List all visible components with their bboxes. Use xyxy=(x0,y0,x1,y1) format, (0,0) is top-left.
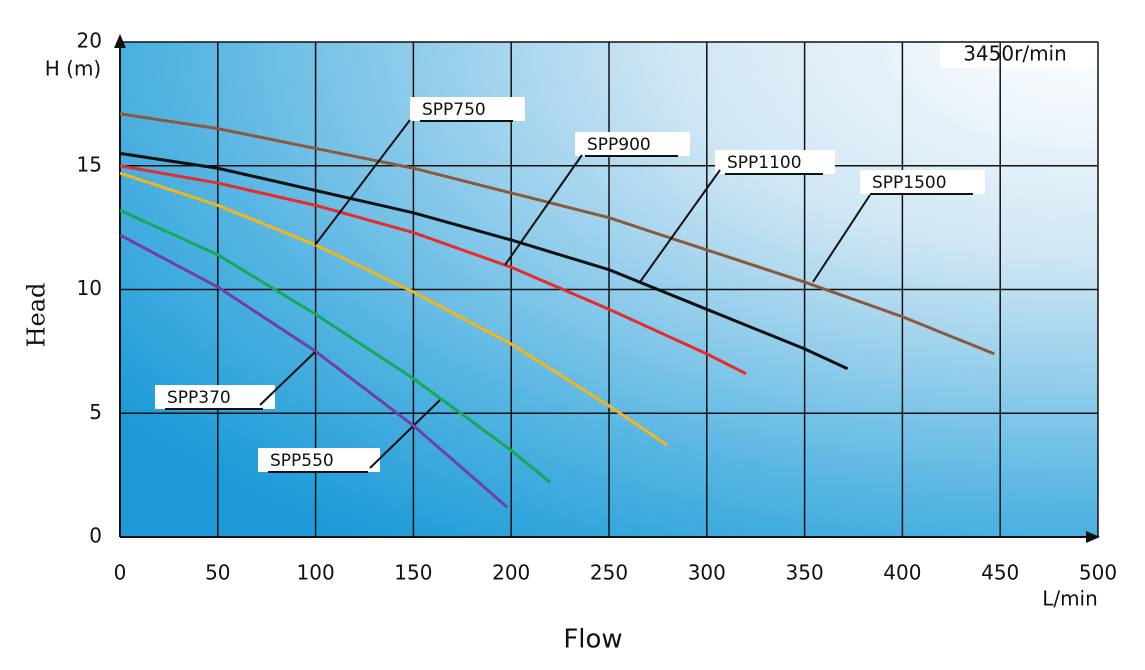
curve xyxy=(119,233,509,509)
y-axis-label: Head xyxy=(23,283,51,348)
leader-line xyxy=(812,194,871,283)
x-tick-label: 450 xyxy=(981,561,1019,585)
series-label: SPP370 xyxy=(167,388,231,408)
x-tick-label: 300 xyxy=(688,561,726,585)
x-tick-label: 50 xyxy=(205,561,230,585)
annotation-box xyxy=(940,42,1095,68)
y-tick-label: 20 xyxy=(77,29,102,53)
y-tick-label: 5 xyxy=(89,400,102,424)
label-box xyxy=(410,97,525,121)
x-axis-label: Flow xyxy=(563,625,622,655)
x-unit: L/min xyxy=(1042,587,1098,611)
leader-line xyxy=(369,399,441,469)
curve xyxy=(119,164,747,375)
x-tick-label: 150 xyxy=(394,561,432,585)
leader-line xyxy=(639,169,721,283)
x-tick-label: 350 xyxy=(786,561,824,585)
y-tick-label: 15 xyxy=(77,152,102,176)
label-box xyxy=(860,170,985,194)
x-tick-label: 200 xyxy=(492,561,530,585)
label-box xyxy=(258,448,380,472)
y-arrow xyxy=(114,34,126,48)
label-box xyxy=(155,385,275,409)
x-tick-label: 0 xyxy=(114,561,127,585)
leader-line xyxy=(259,351,316,406)
leader-line xyxy=(504,154,583,266)
curve xyxy=(119,208,552,484)
y-unit: H (m) xyxy=(45,57,101,81)
label-box xyxy=(575,132,690,156)
x-tick-label: 500 xyxy=(1079,561,1117,585)
x-tick-label: 100 xyxy=(297,561,335,585)
leader-line xyxy=(314,119,411,246)
series-label: SPP550 xyxy=(270,451,334,471)
series-label: SPP900 xyxy=(587,135,651,155)
x-tick-label: 250 xyxy=(590,561,628,585)
series-label: SPP750 xyxy=(422,100,486,120)
annotation: 3450r/min xyxy=(963,42,1067,66)
curve xyxy=(119,112,995,356)
x-tick-label: 400 xyxy=(883,561,921,585)
y-tick-label: 10 xyxy=(77,276,102,300)
series-label: SPP1500 xyxy=(872,173,947,193)
series-label: SPP1100 xyxy=(727,153,802,173)
curve xyxy=(119,151,849,371)
y-tick-label: 0 xyxy=(89,524,102,548)
curve xyxy=(119,171,669,447)
label-box xyxy=(715,150,835,174)
